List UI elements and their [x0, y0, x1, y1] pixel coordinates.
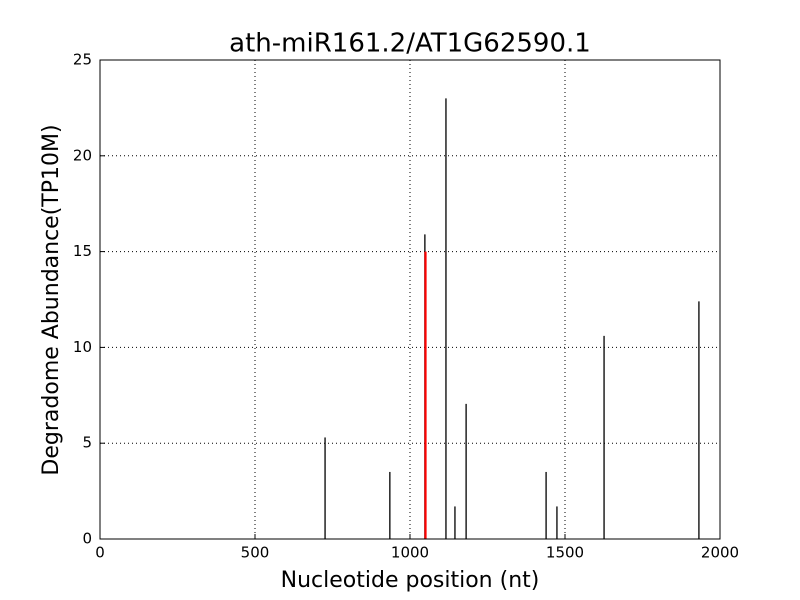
x-tick-label: 0 — [95, 544, 105, 562]
x-axis-label: Nucleotide position (nt) — [281, 568, 540, 593]
y-tick-label: 15 — [73, 242, 92, 260]
y-tick-label: 5 — [82, 434, 92, 452]
x-tick-label: 2000 — [701, 544, 739, 562]
y-tick-label: 25 — [73, 51, 92, 69]
y-tick-label: 10 — [73, 338, 92, 356]
y-tick-label: 0 — [82, 530, 92, 548]
y-tick-label: 20 — [73, 146, 92, 164]
x-tick-label: 500 — [241, 544, 270, 562]
plot-frame — [99, 59, 721, 540]
x-tick-label: 1500 — [546, 544, 584, 562]
chart-title: ath-miR161.2/AT1G62590.1 — [229, 29, 591, 59]
y-axis-label: Degradome Abundance(TP10M) — [39, 124, 64, 475]
x-tick-label: 1000 — [391, 544, 429, 562]
